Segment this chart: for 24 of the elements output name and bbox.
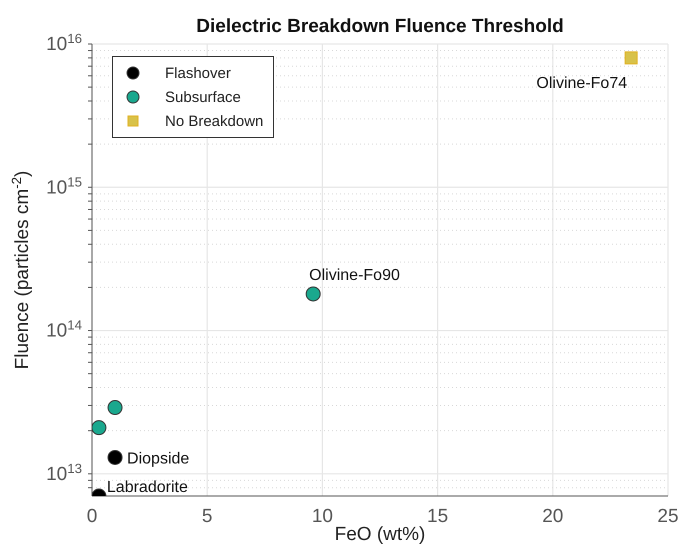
point: [108, 450, 123, 465]
annotation: Olivine-Fo74: [536, 74, 628, 92]
legend-label: No Breakdown: [165, 112, 264, 130]
point: [92, 420, 106, 436]
x-tick-label: 20: [542, 506, 564, 527]
point: [108, 400, 123, 416]
annotation: Olivine-Fo90: [309, 266, 400, 284]
x-tick-label: 15: [427, 506, 448, 527]
y-tick-label: 10$^{13}$: [46, 460, 82, 485]
x-tick-label: 0: [86, 506, 98, 527]
y-tick-label: 10$^{16}$: [46, 30, 82, 55]
x-tick-label: 10: [312, 506, 333, 527]
x-tick-label: 5: [202, 506, 212, 527]
legend-label: Flashover: [165, 64, 231, 82]
x-axis-title: FeO (wt%): [334, 524, 426, 545]
annotation: Labradorite: [106, 479, 188, 496]
point: [624, 51, 638, 64]
x-tick-label: 25: [657, 506, 679, 527]
point: [306, 286, 321, 302]
chart-title: Dielectric Breakdown Fluence Threshold: [196, 16, 564, 37]
annotation: Diopside: [127, 450, 190, 468]
y-tick-label: 10$^{15}$: [46, 174, 82, 198]
y-tick-label: 10$^{14}$: [46, 317, 82, 342]
legend-label: Subsurface: [165, 88, 241, 106]
